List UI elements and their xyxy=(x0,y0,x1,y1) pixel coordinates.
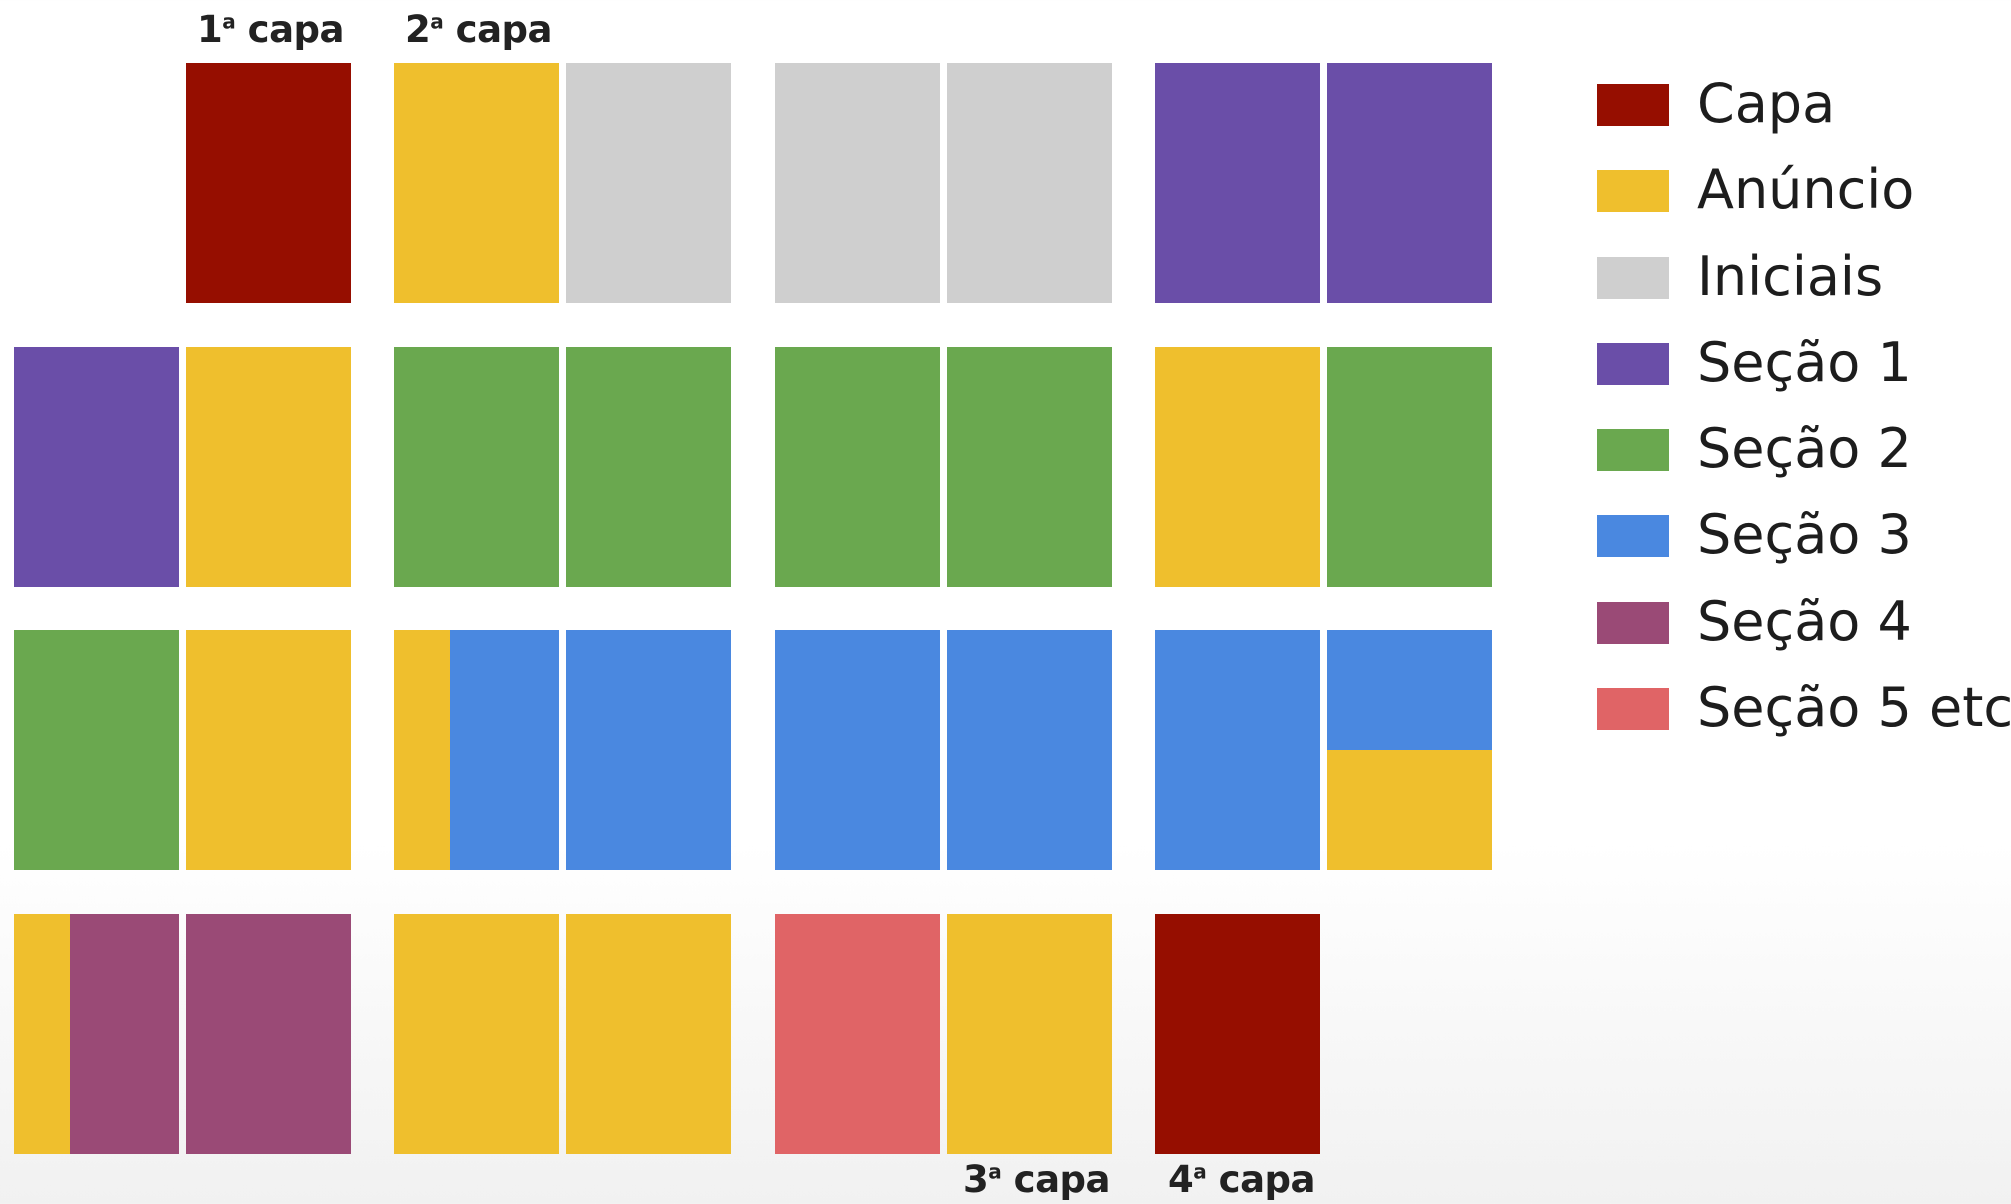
page-section-part xyxy=(1327,630,1492,750)
legend-swatch xyxy=(1597,84,1669,126)
flatplan-page xyxy=(14,347,179,587)
legend-label: Seção 3 xyxy=(1697,503,1912,567)
flatplan-page xyxy=(186,63,351,303)
flatplan-page xyxy=(394,63,559,303)
flatplan-page xyxy=(186,347,351,587)
flatplan-page xyxy=(566,914,731,1154)
flatplan-page xyxy=(1327,63,1492,303)
page-section-part xyxy=(14,914,71,1154)
flatplan-page xyxy=(1327,347,1492,587)
flatplan-page xyxy=(1155,630,1320,870)
page-section-part xyxy=(394,630,451,870)
flatplan-page xyxy=(186,914,351,1154)
legend-swatch xyxy=(1597,170,1669,213)
flatplan-page xyxy=(775,630,940,870)
flatplan-page xyxy=(14,630,179,870)
flatplan-page xyxy=(186,630,351,870)
page-section-part xyxy=(70,914,179,1154)
second-cover-label: 2a capa xyxy=(405,8,552,51)
legend-label: Seção 1 xyxy=(1697,330,1912,394)
flatplan-page xyxy=(1155,63,1320,303)
legend-label: Seção 4 xyxy=(1697,589,1912,653)
legend-swatch xyxy=(1597,688,1669,731)
page-section-part xyxy=(450,630,559,870)
page-section-part xyxy=(1327,750,1492,870)
flatplan-page xyxy=(1155,914,1320,1154)
flatplan-page xyxy=(775,914,940,1154)
flatplan-page xyxy=(947,630,1112,870)
flatplan-page xyxy=(775,347,940,587)
legend-swatch xyxy=(1597,601,1669,644)
flatplan-page xyxy=(566,63,731,303)
legend-label: Seção 2 xyxy=(1697,417,1912,481)
legend-swatch xyxy=(1597,429,1669,472)
third-cover-label: 3a capa xyxy=(963,1158,1110,1201)
legend-swatch xyxy=(1597,515,1669,558)
legend-label: Capa xyxy=(1697,72,1836,135)
flatplan-page xyxy=(14,914,179,1154)
flatplan-page xyxy=(947,347,1112,587)
flatplan-page xyxy=(947,63,1112,303)
flatplan-page xyxy=(947,914,1112,1154)
flatplan-page xyxy=(394,914,559,1154)
flatplan-page xyxy=(1327,630,1492,870)
fourth-cover-label: 4a capa xyxy=(1168,1158,1315,1201)
flatplan-page xyxy=(566,347,731,587)
flatplan-page xyxy=(394,347,559,587)
flatplan-page xyxy=(775,63,940,303)
legend-label: Seção 5 etc. xyxy=(1697,676,2011,740)
legend-label: Iniciais xyxy=(1697,244,1884,308)
legend-swatch xyxy=(1597,342,1669,385)
flatplan-page xyxy=(1155,347,1320,587)
flatplan-page xyxy=(394,630,559,870)
legend-label: Anúncio xyxy=(1697,158,1915,222)
flatplan-page xyxy=(566,630,731,870)
first-cover-label: 1a capa xyxy=(197,8,344,51)
legend-swatch xyxy=(1597,256,1669,299)
